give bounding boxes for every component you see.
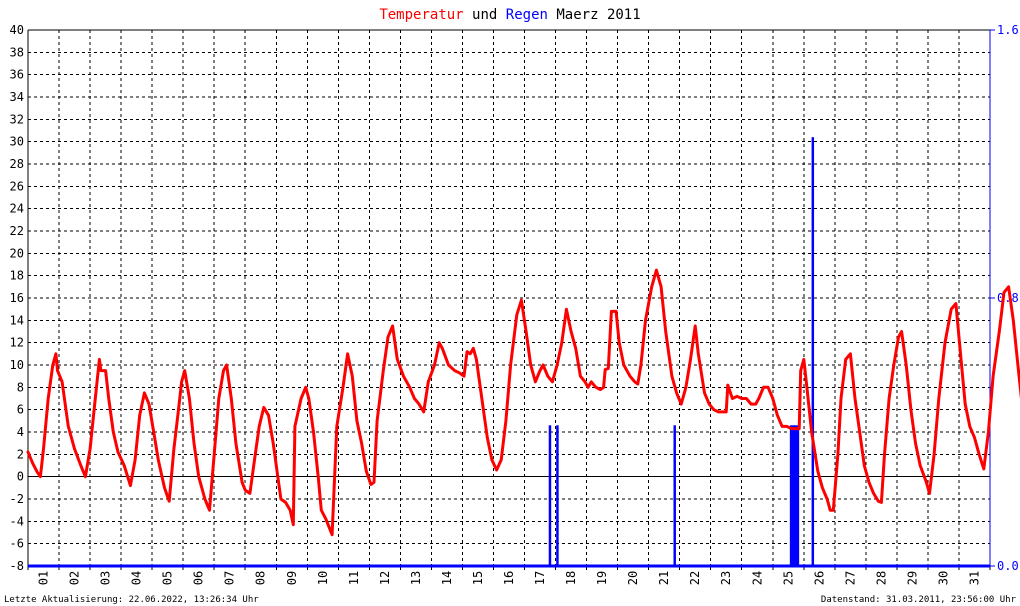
y-left-tick-label: 22: [10, 224, 24, 238]
y-left-tick-label: 14: [10, 313, 24, 327]
y-left-tick-label: 24: [10, 202, 24, 216]
title-part1: Temperatur: [379, 7, 463, 23]
title-part3: Regen: [506, 7, 548, 23]
x-tick-label: 10: [316, 571, 330, 585]
y-left-tick-label: 32: [10, 112, 24, 126]
footer-last-update: Letzte Aktualisierung: 22.06.2022, 13:26…: [4, 595, 259, 605]
y-left-tick-label: 36: [10, 68, 24, 82]
y-left-tick-label: -8: [10, 559, 24, 573]
x-tick-label: 04: [130, 571, 144, 585]
y-right-tick-label: 1.6: [997, 23, 1019, 37]
rain-bar: [811, 137, 815, 566]
title-part4: Maerz 2011: [548, 7, 641, 23]
x-tick-label: 13: [409, 571, 423, 585]
y-left-tick-label: 10: [10, 358, 24, 372]
y-left-tick-label: 8: [17, 380, 24, 394]
temperature-line: [26, 268, 1020, 537]
x-tick-label: 18: [564, 571, 578, 585]
rain-bar: [548, 425, 552, 566]
rain-bar: [789, 425, 800, 566]
footer-data-status: Datenstand: 31.03.2011, 23:56:00 Uhr: [821, 595, 1017, 605]
x-tick-label: 27: [843, 571, 857, 585]
y-left-tick-label: 4: [17, 425, 24, 439]
y-left-tick-label: 30: [10, 135, 24, 149]
x-tick-label: 22: [688, 571, 702, 585]
title-part2: und: [464, 7, 506, 23]
y-left-tick-label: 26: [10, 179, 24, 193]
y-left-tick-label: 6: [17, 403, 24, 417]
x-tick-label: 06: [192, 571, 206, 585]
y-left-tick-label: 18: [10, 269, 24, 283]
x-tick-label: 12: [378, 571, 392, 585]
y-left-tick-label: 20: [10, 246, 24, 260]
y-left-tick-label: 34: [10, 90, 24, 104]
x-tick-label: 03: [99, 571, 113, 585]
x-tick-label: 01: [37, 571, 51, 585]
x-tick-label: 02: [68, 571, 82, 585]
y-left-tick-label: -4: [10, 514, 24, 528]
x-tick-label: 14: [440, 571, 454, 585]
x-tick-label: 05: [161, 571, 175, 585]
rain-bar: [556, 425, 559, 566]
y-left-tick-label: -2: [10, 492, 24, 506]
x-tick-label: 16: [502, 571, 516, 585]
x-tick-label: 09: [285, 571, 299, 585]
x-tick-label: 24: [750, 571, 764, 585]
y-left-tick-label: 2: [17, 447, 24, 461]
y-right-tick-label: 0.8: [997, 291, 1019, 305]
x-tick-label: 17: [533, 571, 547, 585]
y-left-tick-label: 40: [10, 23, 24, 37]
x-tick-label: 20: [626, 571, 640, 585]
y-left-tick-label: 38: [10, 45, 24, 59]
y-left-tick-label: 0: [17, 470, 24, 484]
y-left-tick-label: 16: [10, 291, 24, 305]
x-tick-label: 30: [936, 571, 950, 585]
y-left-tick-label: -6: [10, 537, 24, 551]
y-right-tick-label: 0.0: [997, 559, 1019, 573]
y-left-tick-label: 12: [10, 336, 24, 350]
x-tick-label: 23: [719, 571, 733, 585]
rain-bar: [673, 425, 676, 566]
x-tick-label: 21: [657, 571, 671, 585]
x-tick-label: 07: [223, 571, 237, 585]
y-left-tick-label: 28: [10, 157, 24, 171]
x-tick-label: 25: [781, 571, 795, 585]
x-tick-label: 29: [905, 571, 919, 585]
x-tick-label: 26: [812, 571, 826, 585]
x-tick-label: 08: [254, 571, 268, 585]
x-tick-label: 19: [595, 571, 609, 585]
x-tick-label: 31: [967, 571, 981, 585]
x-tick-label: 28: [874, 571, 888, 585]
x-tick-label: 11: [347, 571, 361, 585]
chart-title: Temperatur und Regen Maerz 2011: [379, 7, 640, 23]
x-tick-label: 15: [471, 571, 485, 585]
